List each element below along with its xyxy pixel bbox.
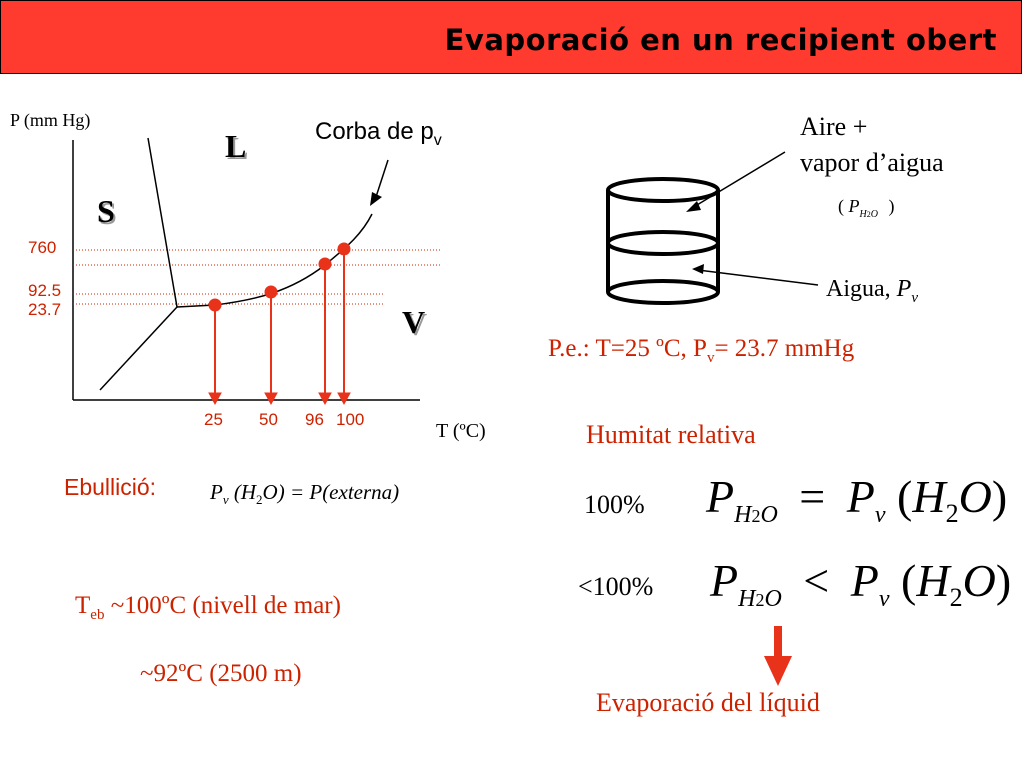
curve-pointer-head (370, 192, 382, 206)
eq-rest: (H (233, 480, 257, 504)
curve-label-text: Corba de p (315, 118, 434, 145)
row1-paren-close: ) (991, 471, 1008, 522)
row2-h: H (916, 555, 950, 606)
humidity-row1-pct: 100% (584, 490, 645, 519)
row1-p2: P (846, 471, 875, 522)
pressure-tick-92-5: 92.5 (28, 281, 62, 300)
water-pointer (697, 269, 819, 286)
example-prefix: P.e.: T=25 ºC, P (548, 335, 707, 362)
boiling-line-2: ~92ºC (2500 m) (140, 660, 302, 687)
phase-liquid-label: L (225, 128, 247, 164)
row1-h: H (912, 471, 946, 522)
humidity-row2-pct: <100% (578, 572, 654, 601)
curve-label-sub: v (433, 131, 442, 149)
row1-v: v (874, 502, 886, 529)
temp-tick-25: 25 (204, 410, 223, 429)
air-label-2: vapor d’aigua (800, 148, 944, 177)
air-formula-2: 2 (866, 209, 871, 219)
row2-sub-h: H (738, 586, 756, 613)
row1-op: = (799, 471, 826, 522)
solid-liquid-boundary (147, 137, 178, 308)
air-formula-p: P (848, 196, 860, 216)
row2-paren-close: ) (995, 555, 1012, 606)
water-label-p: P (896, 276, 912, 302)
air-formula-open: ( (838, 196, 844, 216)
air-formula-h: H (859, 208, 867, 220)
evaporation-arrow-head (764, 656, 792, 686)
row1-paren-open: ( (897, 471, 913, 522)
example-suffix: = 23.7 mmHg (714, 335, 855, 362)
air-label-1: Aire + (800, 112, 868, 141)
humidity-row1-equation: PH2O = Pv (H2O) (706, 470, 1007, 529)
marker-25 (208, 298, 222, 406)
row2-sub-2: 2 (755, 590, 765, 611)
boiling-line-1: Teb ~100ºC (nivell de mar) (75, 592, 341, 624)
example-line: P.e.: T=25 ºC, Pv= 23.7 mmHg (548, 335, 854, 367)
row2-p: P (710, 555, 739, 606)
water-pointer-head (692, 264, 704, 274)
ebullicio-equation: Pv (H2O) = P(externa) (210, 480, 399, 508)
row1-sub-h: H (734, 502, 752, 529)
row2-sub-o: O (764, 586, 782, 613)
example-sub: v (706, 350, 715, 366)
pressure-tick-23-7: 23.7 (28, 300, 62, 319)
air-formula-close: ) (888, 196, 895, 216)
curve-label: Corba de pv (315, 118, 442, 150)
row1-2: 2 (945, 499, 959, 529)
boiling-t: T (75, 592, 91, 619)
solid-vapor-boundary (99, 306, 178, 391)
evaporation-conclusion: Evaporació del líquid (596, 688, 820, 717)
y-axis-label: P (mm Hg) (10, 110, 91, 130)
eq-p: P (210, 480, 223, 504)
pressure-tick-760: 760 (28, 238, 57, 257)
air-pointer (691, 151, 786, 209)
row2-o: O (962, 555, 996, 606)
row1-sub-o: O (760, 502, 778, 529)
phase-vapor-label: V (402, 304, 426, 340)
row2-v: v (878, 586, 890, 613)
phase-solid-label: S (97, 193, 115, 229)
container-cylinder (606, 177, 720, 305)
curve-pointer (374, 159, 389, 201)
eq-v: v (222, 492, 229, 508)
row2-paren-open: ( (901, 555, 917, 606)
temp-tick-50: 50 (259, 410, 278, 429)
water-label: Aigua, Pv (826, 276, 918, 307)
marker-50 (264, 285, 278, 406)
water-label-v: v (911, 289, 918, 306)
title-bar: Evaporació en un recipient obert (0, 0, 1022, 74)
row1-sub-2: 2 (751, 506, 761, 527)
slide-title: Evaporació en un recipient obert (444, 23, 997, 57)
air-formula-o: O (870, 208, 878, 220)
humidity-heading: Humitat relativa (586, 420, 756, 449)
x-axis-label: T (ºC) (436, 420, 486, 442)
row2-p2: P (850, 555, 879, 606)
row1-o: O (958, 471, 992, 522)
ebullicio-label: Ebullició: (64, 474, 157, 500)
air-formula: ( PH2O ) (838, 196, 894, 220)
row2-op: < (803, 555, 830, 606)
temp-tick-100: 100 (336, 410, 365, 429)
boiling-value-1: ~100ºC (nivell de mar) (110, 592, 341, 619)
row2-2: 2 (949, 583, 963, 613)
marker-100 (337, 242, 351, 406)
vapor-pressure-curve (214, 213, 373, 306)
air-pointer-head (686, 201, 701, 212)
row1-p: P (706, 471, 735, 522)
humidity-row2-equation: PH2O < Pv (H2O) (710, 554, 1011, 613)
eq-2: 2 (256, 492, 263, 508)
temp-tick-96: 96 (305, 410, 324, 429)
marker-96 (318, 257, 332, 406)
eq-rest2: O) = P(externa) (262, 480, 400, 504)
boiling-sub: eb (90, 607, 105, 623)
water-label-text: Aigua, (826, 276, 897, 302)
